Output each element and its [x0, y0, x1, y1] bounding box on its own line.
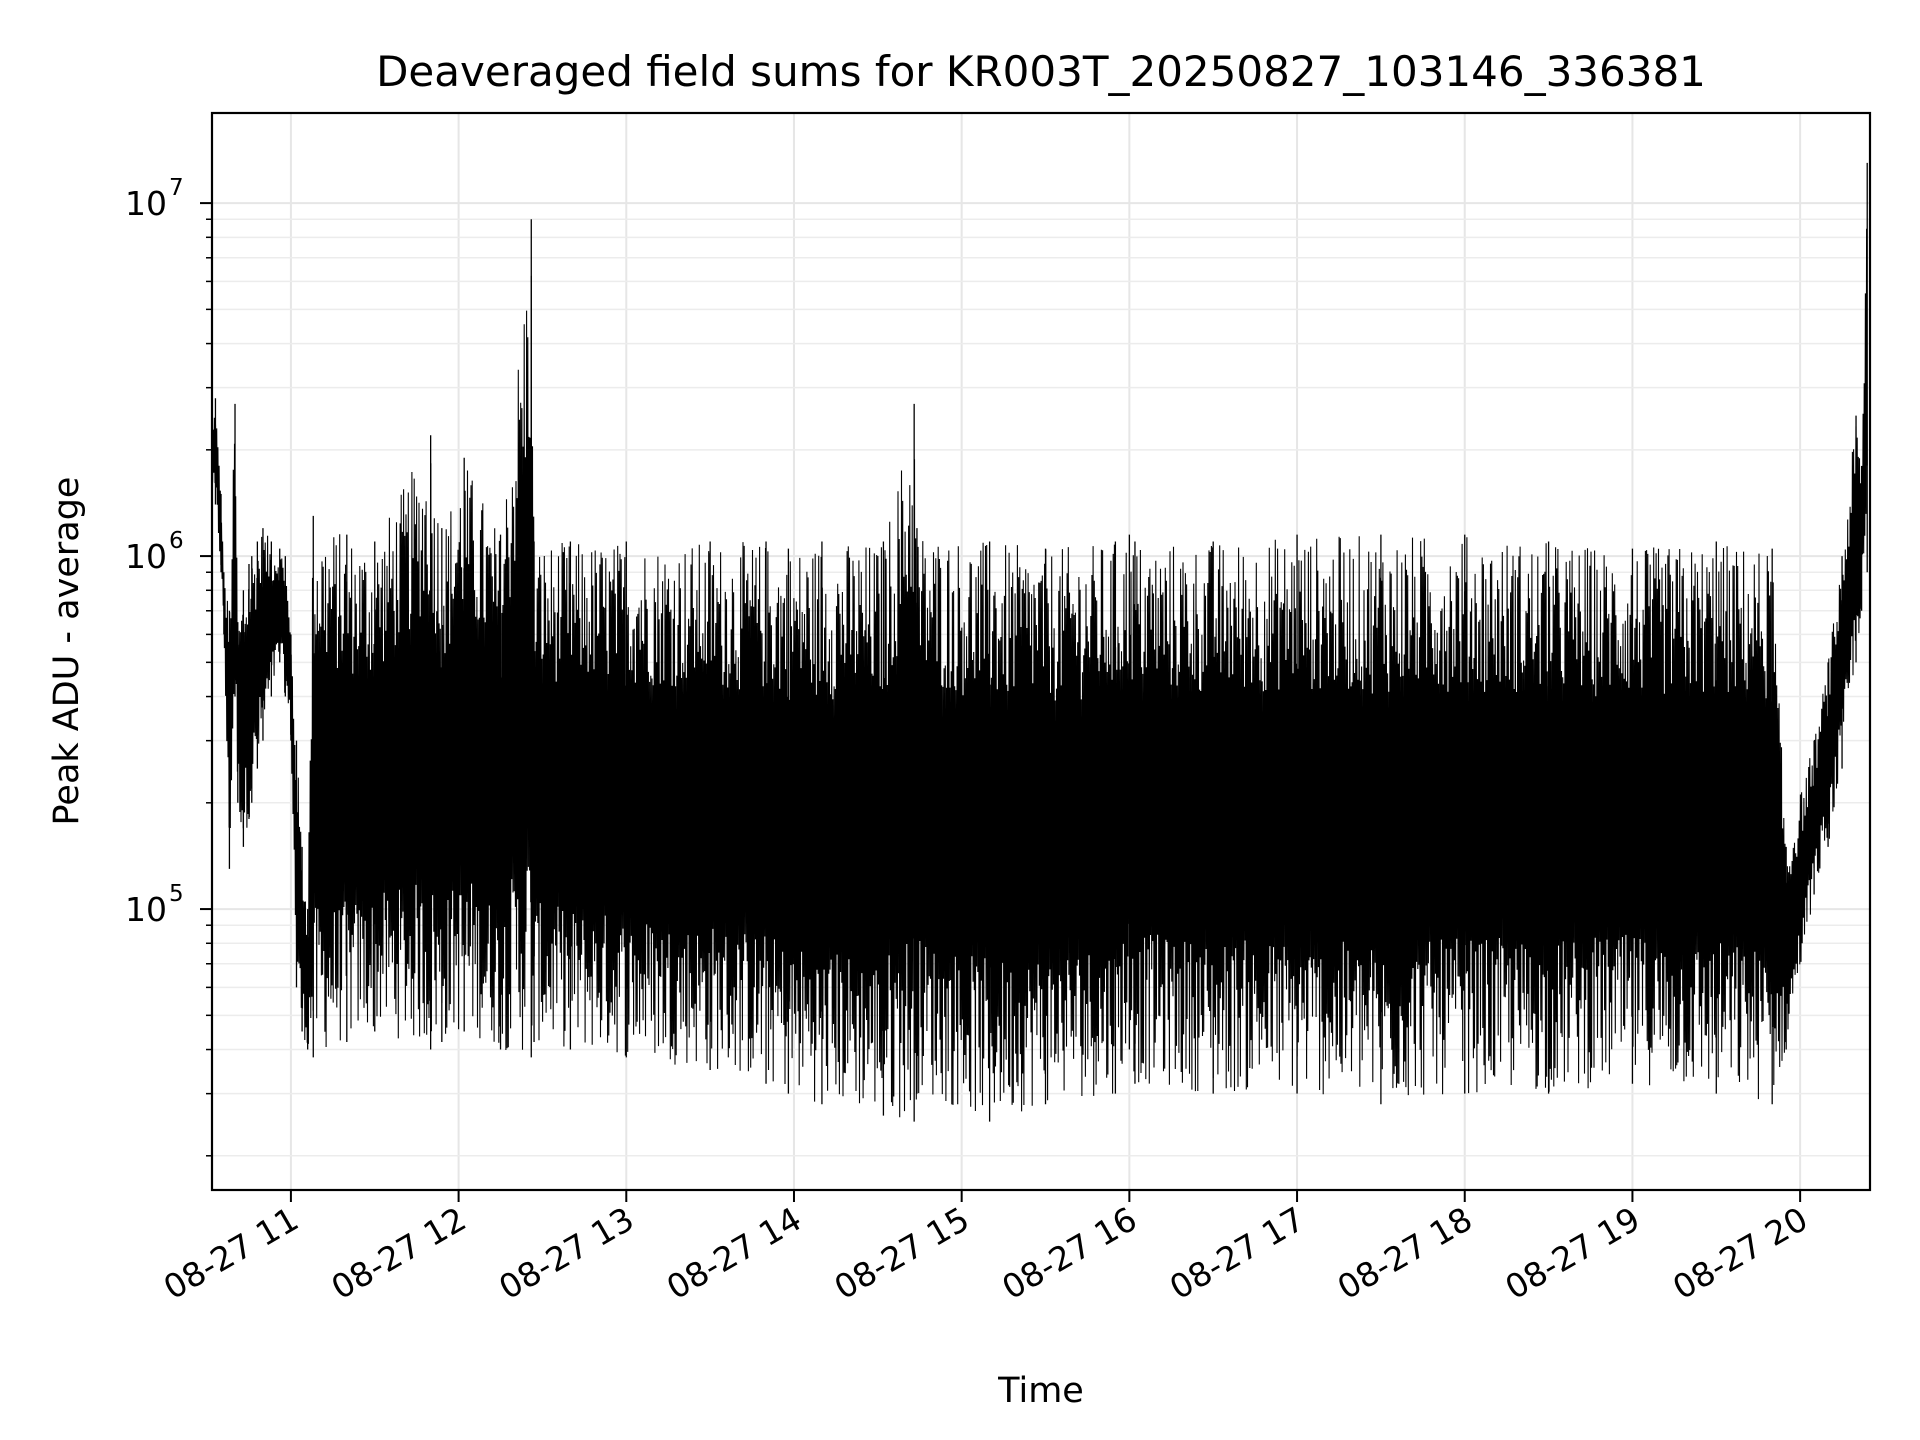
series-line	[211, 228, 1868, 1118]
y-tick-label-exponent: 5	[169, 881, 184, 907]
y-tick-label-base: 10	[125, 537, 167, 576]
series-layer	[211, 162, 1868, 1122]
y-tick-label: 10 5	[125, 881, 184, 929]
y-tick-label-base: 10	[125, 890, 167, 929]
plot-frame	[210, 111, 1872, 1192]
chart-title: Deaveraged field sums for KR003T_2025082…	[376, 47, 1706, 96]
y-tick-label-exponent: 7	[169, 175, 184, 201]
y-tick-label: 10 7	[125, 175, 184, 223]
y-axis-label: Peak ADU - average	[47, 477, 87, 826]
x-axis-label: Time	[997, 1371, 1084, 1411]
y-tick-label-base: 10	[125, 184, 167, 223]
y-tick-label: 10 6	[125, 528, 184, 576]
y-tick-label-exponent: 6	[169, 528, 184, 554]
